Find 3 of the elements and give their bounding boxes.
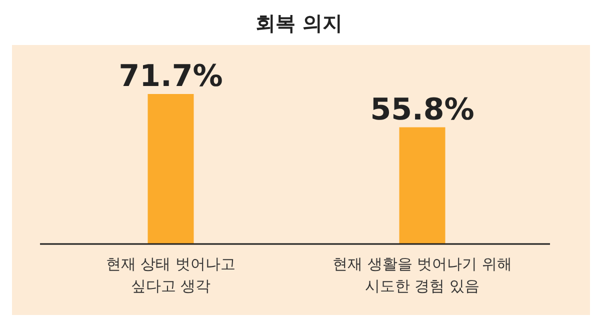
x-tick-label: 현재 상태 벗어나고 싶다고 생각: [106, 255, 236, 295]
x-tick-label: 현재 생활을 벗어나기 위해 시도한 경험 있음: [332, 255, 512, 295]
chart-title: 회복 의지: [256, 11, 342, 35]
